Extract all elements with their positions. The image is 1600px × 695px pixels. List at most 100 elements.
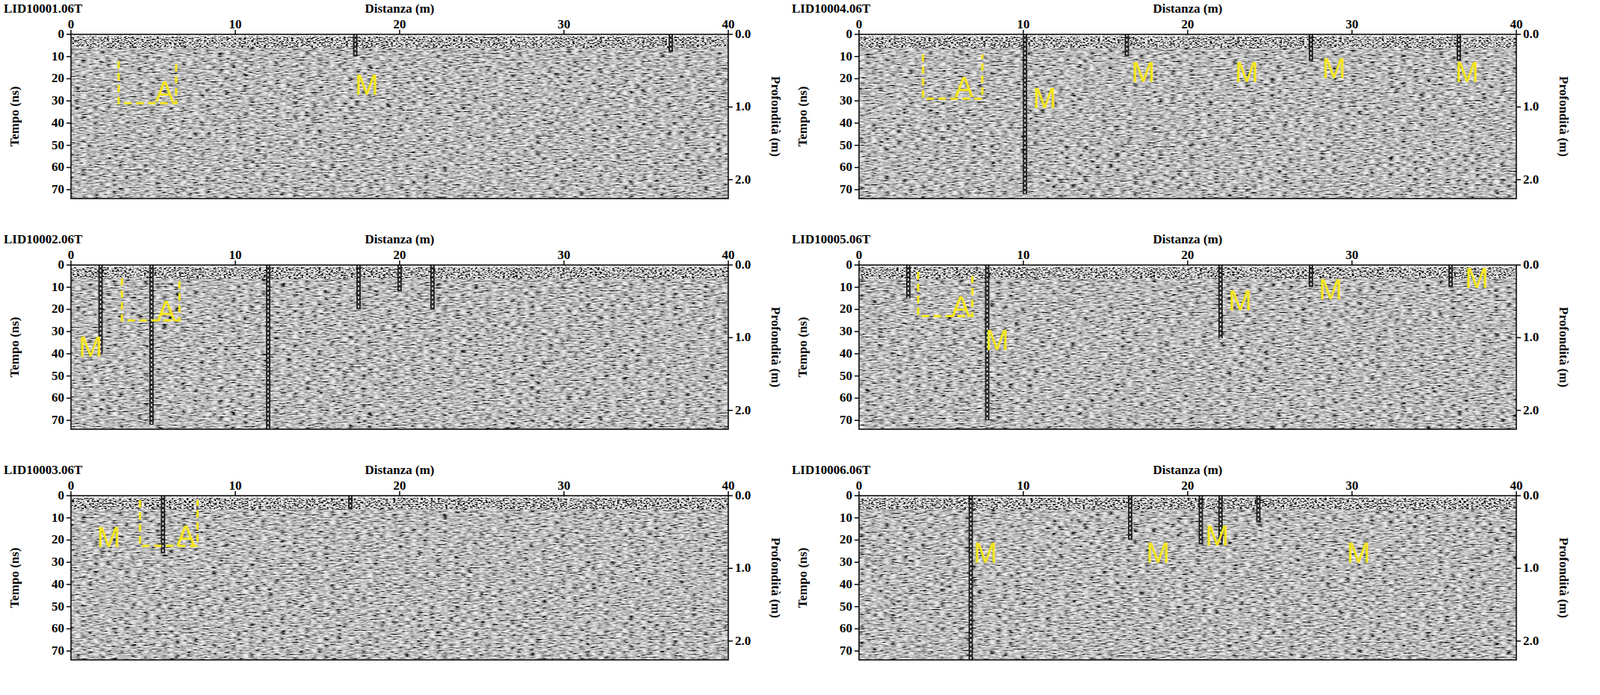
y-tick	[66, 584, 71, 586]
x-tick-label: 10	[229, 17, 243, 32]
annotation: M	[97, 522, 122, 554]
y-tick-label: 10	[839, 510, 853, 526]
x-tick-label: 30	[557, 478, 571, 493]
x-tick-label: 30	[557, 17, 571, 32]
annotation: M	[354, 69, 379, 101]
y-tick	[854, 33, 860, 36]
y-tick-label: 40	[839, 115, 853, 130]
y2-tick-label: 0.0	[1523, 26, 1539, 42]
reflection-stripe	[357, 265, 360, 310]
y2-tick	[728, 264, 733, 266]
y-tick	[66, 78, 71, 80]
y-tick-label: 10	[839, 49, 853, 64]
texture	[859, 265, 1517, 430]
panel: LID10001.06TDistanza (m)0102030400102030…	[3, 1, 783, 199]
y-tick-label: 40	[51, 346, 65, 361]
x-tick-label: 40	[1510, 17, 1524, 32]
frame	[859, 265, 1517, 430]
y-tick-label: 40	[839, 577, 853, 592]
panel-title: LID10003.06T	[3, 463, 83, 478]
y-tick	[66, 517, 71, 520]
y-tick-label: 20	[51, 532, 65, 547]
y-tick	[854, 144, 860, 147]
annotation: M	[1319, 274, 1344, 306]
reflection-stripe	[970, 495, 972, 661]
reflection-stripe	[162, 495, 164, 554]
reflection	[149, 265, 154, 426]
y2-axis-title: Profondità (m)	[1556, 307, 1571, 388]
y-tick-label: 10	[51, 280, 65, 295]
y2-tick	[1516, 410, 1521, 412]
y-tick-label: 50	[839, 369, 853, 384]
annotation: M	[1033, 82, 1057, 115]
frame	[859, 495, 1517, 661]
reflection	[348, 495, 353, 510]
annotation: A	[951, 291, 972, 323]
y-axis-title: Tempo (ns)	[795, 85, 810, 147]
y-tick	[66, 144, 71, 147]
x-tick-label: 20	[393, 247, 407, 263]
y-tick	[854, 419, 860, 422]
texture	[70, 34, 729, 199]
background	[859, 265, 1517, 430]
x-tick-label: 20	[1181, 247, 1195, 263]
y-tick	[854, 309, 860, 311]
x-tick-label: 10	[1017, 17, 1031, 32]
reflection	[353, 34, 358, 57]
annotation: M	[1234, 56, 1259, 89]
y2-tick	[1516, 179, 1521, 181]
annotation: M	[79, 331, 104, 364]
y-tick-label: 20	[839, 532, 853, 547]
y-tick-label: 50	[839, 599, 853, 615]
y2-tick-label: 1.0	[1523, 330, 1539, 345]
texture	[70, 265, 729, 430]
reflection-stripe	[150, 265, 153, 426]
y-tick	[854, 353, 860, 355]
reflection-stripe	[1126, 34, 1128, 57]
y-tick	[854, 606, 860, 609]
reflection	[1448, 265, 1453, 288]
y2-tick	[1516, 106, 1521, 109]
panel: LID10003.06TDistanza (m)0102030400102030…	[3, 463, 783, 661]
annotation: M	[1131, 56, 1156, 89]
y-tick	[66, 419, 71, 422]
y2-axis-title: Profondità (m)	[768, 537, 783, 619]
y-tick	[66, 606, 71, 609]
reflection	[1308, 265, 1314, 288]
x-tick-label: 0	[67, 478, 75, 493]
frame	[859, 34, 1517, 199]
annotation: M	[974, 537, 998, 570]
plot-area	[859, 495, 1517, 661]
y2-tick	[728, 179, 733, 181]
reflection	[968, 495, 974, 661]
x-tick-label: 20	[1181, 17, 1195, 32]
y-tick	[66, 122, 71, 124]
y-tick-label: 0	[846, 488, 854, 503]
annotation: A	[954, 71, 975, 104]
reflection-stripe	[1310, 265, 1312, 288]
y2-axis-title: Profondità (m)	[1556, 76, 1571, 157]
y-tick	[854, 517, 860, 520]
x-tick-label: 40	[722, 478, 736, 493]
plot-area	[70, 34, 729, 199]
annotation: A	[176, 520, 196, 553]
y-tick	[854, 264, 860, 266]
background	[70, 495, 729, 661]
y-tick-label: 70	[839, 182, 853, 197]
y2-tick	[1516, 640, 1521, 643]
y2-tick-label: 2.0	[1523, 172, 1539, 187]
reflection-stripe	[1129, 495, 1131, 541]
y-tick	[854, 100, 860, 102]
x-tick-label: 30	[1346, 478, 1359, 493]
y-tick	[66, 398, 71, 400]
x-tick-label: 0	[856, 247, 863, 263]
x-tick-label: 30	[1346, 247, 1359, 263]
annotation: A	[156, 295, 177, 328]
y2-axis-title: Profondità (m)	[768, 307, 783, 388]
y-tick-label: 20	[839, 70, 853, 86]
y-tick	[854, 584, 860, 586]
plot-area	[859, 34, 1517, 199]
y2-tick-label: 0.0	[1523, 257, 1539, 272]
y-tick-label: 60	[51, 390, 65, 405]
y-tick-label: 40	[51, 115, 65, 130]
